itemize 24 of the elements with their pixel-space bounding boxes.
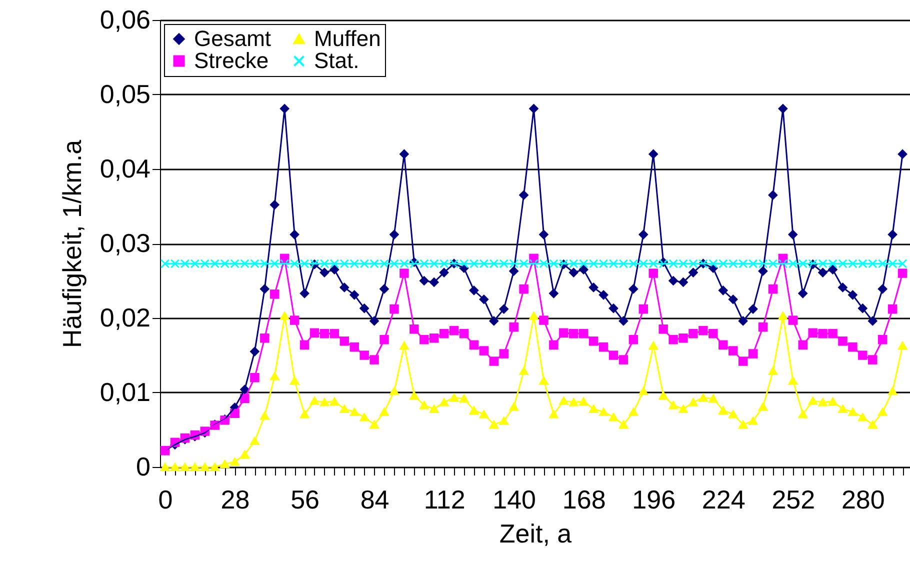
x-tick-label: 84 [360,484,390,514]
y-tick-label: 0,04 [100,154,150,184]
x-tick-label: 224 [702,484,746,514]
legend-label: Gesamt [194,26,272,51]
y-tick-label: 0,02 [100,302,150,332]
y-tick-label: 0,05 [100,79,150,109]
x-tick-label: 56 [290,484,320,514]
x-tick-label: 28 [220,484,250,514]
x-tick-label: 112 [424,484,466,514]
y-tick-label: 0 [136,452,150,482]
legend-label: Stat. [314,48,360,73]
legend-label: Muffen [314,26,381,51]
x-tick-label: 252 [772,484,816,514]
x-tick-label: 140 [492,484,536,514]
y-axis-title: Häufigkeit, 1/km.a [56,139,87,348]
legend-label: Strecke [194,48,269,73]
x-tick-label: 0 [158,484,173,514]
x-tick-label: 196 [632,484,676,514]
y-tick-label: 0,01 [100,377,150,407]
y-tick-label: 0,03 [100,228,150,258]
x-tick-label: 168 [562,484,606,514]
y-tick-label: 0,06 [100,4,150,34]
x-axis-title: Zeit, a [499,518,572,548]
x-tick-label: 280 [841,484,885,514]
